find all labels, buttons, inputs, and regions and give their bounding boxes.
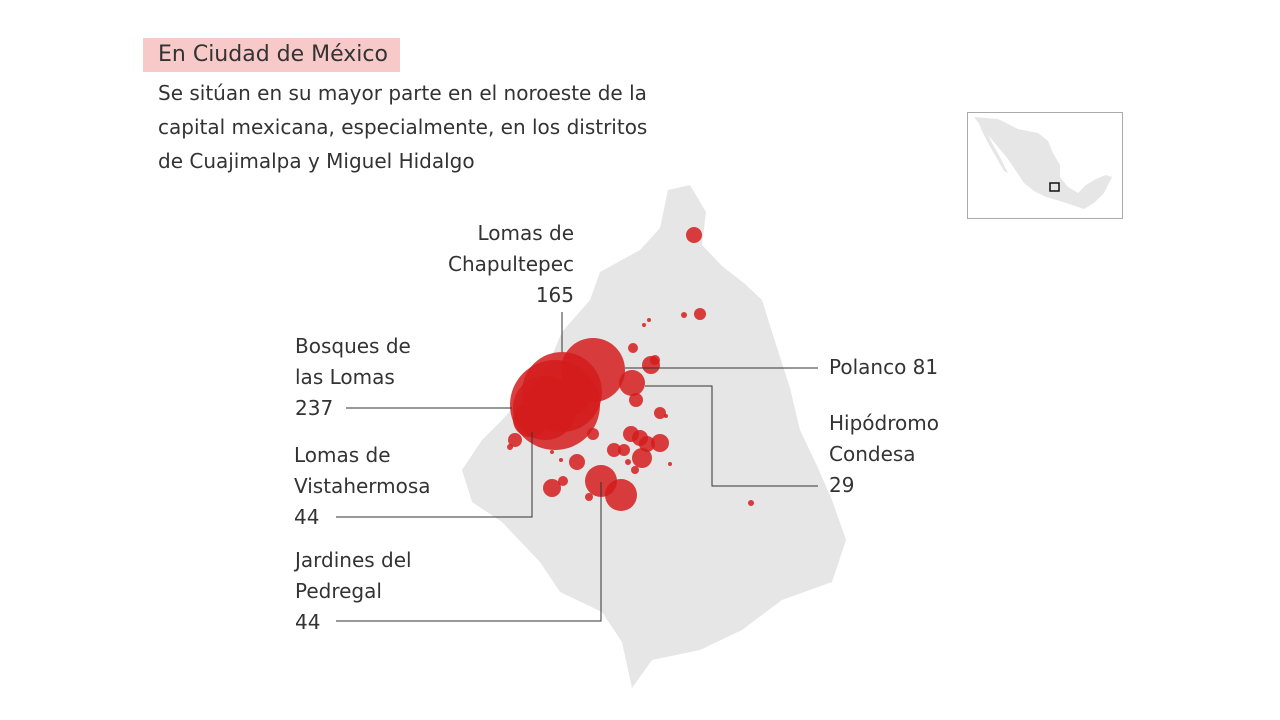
location-bubble	[647, 318, 651, 322]
mexico-outline	[974, 117, 1112, 209]
label-pedregal: Jardines del Pedregal 44	[295, 545, 435, 638]
label-value: 165	[535, 283, 574, 307]
location-bubble	[654, 407, 666, 419]
location-bubble	[569, 454, 585, 470]
location-bubble	[618, 444, 630, 456]
location-bubble	[651, 434, 669, 452]
label-name: Polanco	[829, 355, 907, 379]
location-bubble	[508, 433, 522, 447]
location-bubble	[607, 443, 621, 457]
label-name: Jardines del Pedregal	[295, 548, 412, 603]
bubble-layer	[507, 227, 754, 511]
leader-line-pedregal	[336, 482, 602, 622]
map-title: En Ciudad de México	[143, 38, 400, 72]
location-bubble	[619, 370, 645, 396]
location-bubble	[561, 338, 625, 402]
location-bubble	[631, 466, 639, 474]
location-bubble	[625, 459, 631, 465]
location-bubble	[650, 355, 660, 365]
leader-lines	[336, 312, 818, 622]
label-value: 44	[294, 505, 320, 529]
location-bubble	[748, 500, 754, 506]
location-bubble	[686, 227, 702, 243]
mexico-locator-map	[967, 112, 1123, 219]
label-name: Lomas de Vistahermosa	[294, 443, 431, 498]
location-bubble	[507, 444, 513, 450]
location-bubble	[605, 479, 637, 511]
location-bubble	[550, 450, 554, 454]
label-polanco: Polanco 81	[829, 352, 938, 383]
location-bubble	[628, 343, 638, 353]
label-condesa: Hipódromo Condesa 29	[829, 408, 959, 501]
location-bubble	[632, 448, 652, 468]
cdmx-locator-box	[1049, 182, 1060, 192]
leader-line-condesa	[645, 385, 818, 487]
location-bubble	[587, 428, 599, 440]
location-bubble	[585, 493, 593, 501]
location-bubble	[642, 323, 646, 327]
location-bubble	[668, 462, 672, 466]
map-subtitle: Se sitúan en su mayor parte en el noroes…	[158, 81, 648, 173]
label-name: Bosques de las Lomas	[295, 334, 411, 389]
label-bosques: Bosques de las Lomas 237	[295, 331, 435, 424]
location-bubble	[558, 476, 568, 486]
location-bubble	[543, 479, 561, 497]
location-bubble	[561, 386, 589, 414]
label-vistahermosa: Lomas de Vistahermosa 44	[294, 440, 454, 533]
label-value: 237	[295, 396, 334, 420]
label-value: 81	[912, 355, 939, 379]
label-lomas-chapultepec: Lomas de Chapultepec 165	[420, 218, 574, 311]
location-bubble	[513, 403, 547, 437]
label-name: Lomas de Chapultepec	[448, 221, 574, 276]
location-bubble	[694, 308, 706, 320]
location-bubble	[629, 393, 643, 407]
label-name: Hipódromo Condesa	[829, 411, 939, 466]
location-bubble	[664, 414, 668, 418]
location-bubble	[639, 436, 655, 452]
leader-line-vistahermosa	[336, 432, 533, 518]
location-bubble	[681, 312, 687, 318]
location-bubble	[559, 458, 563, 462]
label-value: 44	[295, 610, 321, 634]
label-value: 29	[829, 473, 855, 497]
